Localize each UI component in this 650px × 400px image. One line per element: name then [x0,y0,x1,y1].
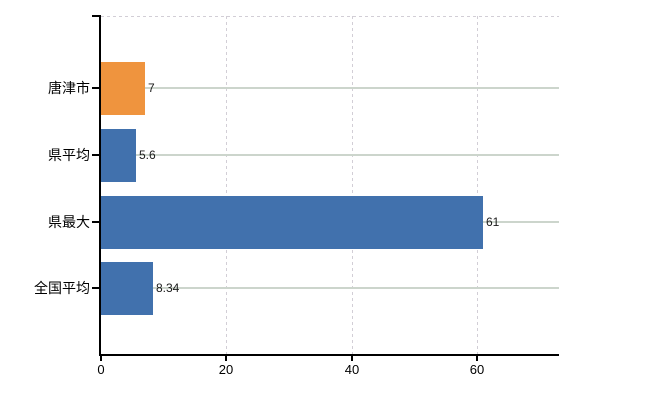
x-tick [476,356,478,361]
category-label: 唐津市 [48,80,90,96]
category-label: 県最大 [48,214,90,230]
bar-value-label: 5.6 [139,148,156,162]
h-gridline [100,154,559,156]
y-tick [92,221,100,223]
bar [101,195,483,249]
bar-value-label: 61 [486,215,500,229]
h-gridline [100,87,559,89]
bar [101,61,145,115]
y-tick [92,87,100,89]
x-tick-label: 60 [469,362,485,377]
v-gridline [352,16,353,355]
y-tick [92,287,100,289]
plot-top-gridline [101,16,559,17]
bar [101,261,153,315]
bar-value-label: 7 [148,81,155,95]
x-axis-line [99,354,559,356]
x-tick [351,356,353,361]
x-tick-label: 40 [344,362,360,377]
category-label: 県平均 [48,147,90,163]
y-axis-line [99,15,101,356]
category-label: 全国平均 [34,280,90,296]
x-tick [225,356,227,361]
x-tick-label: 20 [218,362,234,377]
bar-value-label: 8.34 [156,281,180,295]
y-tick [92,154,100,156]
y-tick [92,15,100,17]
h-gridline [100,287,559,289]
bar [101,128,136,182]
x-tick-label: 0 [97,362,105,377]
v-gridline [477,16,478,355]
x-tick [100,356,102,361]
v-gridline [226,16,227,355]
